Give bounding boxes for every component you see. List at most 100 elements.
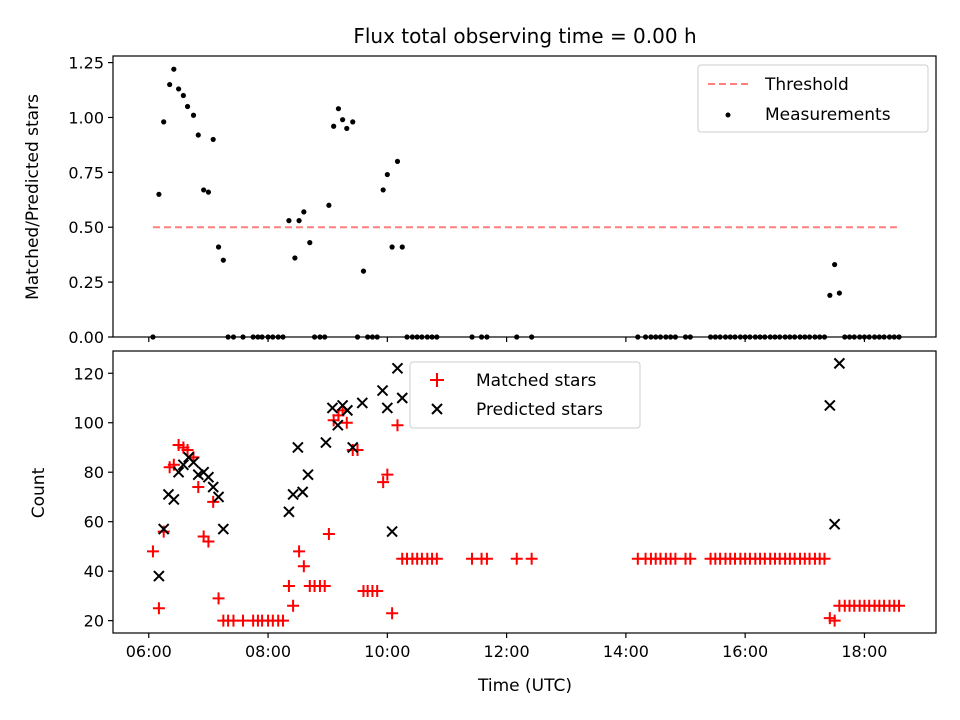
- predicted-star-point: [283, 506, 295, 518]
- predicted-star-point: [833, 357, 846, 370]
- matched-star-point: [282, 580, 295, 592]
- measurement-point: [340, 117, 346, 123]
- predicted-star-point: [381, 402, 394, 414]
- matched-star-point: [157, 525, 170, 538]
- chart-title: Flux total observing time = 0.00 h: [353, 24, 696, 48]
- matched-star-point: [430, 552, 443, 565]
- x-tick-label: 08:00: [245, 642, 291, 661]
- predicted-star-point: [326, 402, 339, 414]
- measurement-point: [384, 171, 390, 178]
- matched-star-point: [318, 580, 331, 592]
- predicted-legend-swatch: [431, 403, 443, 415]
- predicted-star-point: [212, 491, 225, 503]
- predicted-star-point: [207, 481, 219, 493]
- matched-legend-label: Matched stars: [476, 371, 596, 391]
- x-tick-label: 14:00: [603, 642, 649, 661]
- x-tick-label: 16:00: [722, 642, 768, 661]
- matched-star-point: [391, 419, 404, 432]
- matched-star-point: [525, 552, 538, 565]
- measurement-point: [195, 132, 201, 138]
- measurement-point: [215, 244, 222, 250]
- measurement-point: [394, 158, 401, 164]
- top-y-axis-label: Matched/Predicted stars: [23, 94, 43, 300]
- predicted-star-point: [341, 404, 354, 417]
- measurement-point: [827, 292, 833, 298]
- x-tick-label: 12:00: [484, 642, 530, 661]
- bottom-plot-area: [146, 357, 906, 627]
- predicted-star-point: [824, 399, 836, 412]
- top-legend-box: [697, 64, 929, 133]
- x-tick-label: 18:00: [841, 642, 887, 661]
- measurement-point: [331, 123, 337, 129]
- top-legend: Threshold Measurements: [697, 64, 929, 133]
- measurement-point: [296, 218, 302, 224]
- top-y-tick-label: 1.25: [68, 54, 104, 73]
- predicted-star-point: [828, 518, 841, 530]
- predicted-star-point: [332, 419, 344, 431]
- matched-star-point: [181, 443, 194, 456]
- matched-star-point: [192, 481, 205, 494]
- predicted-star-point: [172, 466, 185, 478]
- predicted-legend-label: Predicted stars: [476, 400, 603, 420]
- threshold-legend-label: Threshold: [764, 75, 849, 95]
- measurement-point: [286, 218, 292, 224]
- predicted-star-point: [187, 456, 200, 469]
- measurements-legend-label: Measurements: [765, 105, 891, 125]
- predicted-star-point: [202, 471, 215, 483]
- measurement-point: [326, 202, 332, 208]
- matched-star-point: [386, 607, 399, 620]
- bottom-y-tick-label: 120: [73, 364, 104, 383]
- matched-star-point: [276, 614, 289, 627]
- matched-star-point: [381, 468, 394, 481]
- bottom-y-tick-label: 20: [84, 612, 104, 631]
- measurement-point: [220, 257, 226, 263]
- measurement-point: [399, 244, 405, 250]
- measurement-point: [176, 86, 182, 92]
- bottom-legend-box: [409, 361, 641, 429]
- matched-star-point: [322, 528, 335, 541]
- predicted-star-point: [292, 441, 304, 454]
- top-y-tick-label: 0.00: [68, 328, 104, 347]
- measurement-point: [836, 290, 842, 296]
- x-tick-label: 10:00: [364, 642, 410, 661]
- measurement-point: [832, 261, 838, 268]
- measurement-point: [360, 268, 367, 274]
- predicted-star-point: [320, 436, 332, 449]
- bottom-y-tick-label: 40: [84, 562, 104, 581]
- measurement-point: [167, 81, 173, 88]
- x-axis-label: Time (UTC): [477, 676, 572, 696]
- bottom-legend: Matched stars Predicted stars: [409, 361, 641, 429]
- matched-legend-swatch: [430, 373, 444, 387]
- bottom-y-axis: 20 40 60 80 100 120: [73, 364, 113, 631]
- predicted-star-point: [157, 523, 170, 535]
- matched-star-point: [818, 552, 831, 565]
- matched-star-point: [893, 599, 906, 612]
- matched-star-point: [340, 416, 353, 429]
- matched-star-point: [237, 614, 250, 627]
- matched-star-point: [684, 552, 697, 565]
- measurement-point: [307, 240, 313, 246]
- predicted-star-point: [217, 523, 230, 535]
- measurement-point: [201, 187, 207, 193]
- predicted-star-point: [376, 384, 389, 397]
- matched-star-point: [146, 545, 159, 558]
- predicted-star-point: [177, 459, 190, 471]
- top-axes-frame: [112, 55, 937, 338]
- predicted-star-point: [386, 525, 398, 538]
- matched-star-point: [293, 545, 306, 558]
- predicted-star-point: [396, 392, 408, 404]
- bottom-y-tick-label: 60: [84, 513, 104, 532]
- measurement-point: [292, 255, 298, 261]
- matched-star-point: [828, 614, 841, 627]
- measurement-point: [156, 191, 162, 197]
- top-y-tick-label: 0.50: [68, 218, 104, 237]
- predicted-star-point: [168, 493, 180, 506]
- measurement-point: [205, 189, 212, 195]
- measurement-point: [335, 106, 342, 112]
- matched-star-point: [351, 443, 364, 456]
- matched-star-point: [152, 602, 165, 615]
- matched-star-point: [297, 560, 310, 573]
- matched-star-point: [669, 552, 682, 565]
- predicted-star-point: [391, 362, 404, 375]
